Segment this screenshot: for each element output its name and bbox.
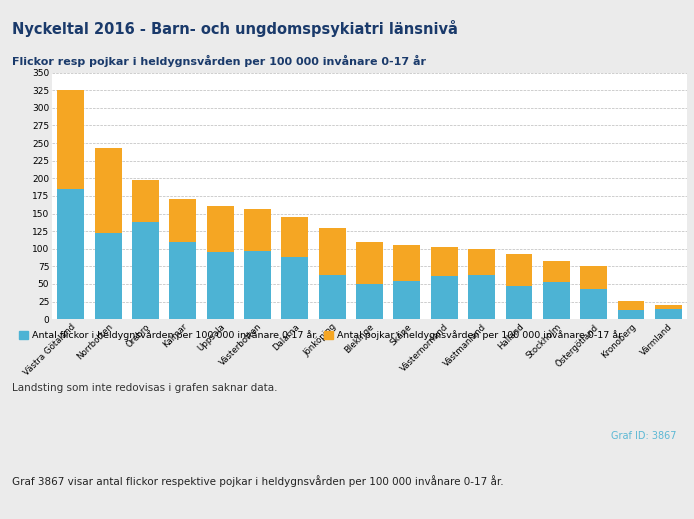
Bar — [58, 90, 84, 189]
Bar — [169, 242, 196, 319]
Bar — [580, 289, 607, 319]
Bar — [207, 252, 234, 319]
Bar — [468, 249, 495, 275]
Bar — [281, 217, 308, 257]
Bar — [132, 180, 159, 222]
Bar — [94, 233, 121, 319]
Legend: Antal flickor i heldygnsvården per 100 000 invånare 0-17 år, Antal pojkar i held: Antal flickor i heldygnsvården per 100 0… — [15, 326, 626, 344]
Text: Nyckeltal 2016 - Barn- och ungdomspsykiatri länsnivå: Nyckeltal 2016 - Barn- och ungdomspsykia… — [12, 20, 458, 37]
Text: Graf 3867 visar antal flickor respektive pojkar i heldygnsvården per 100 000 inv: Graf 3867 visar antal flickor respektive… — [12, 475, 504, 487]
Bar — [319, 228, 346, 275]
Bar — [244, 209, 271, 251]
Bar — [580, 266, 607, 289]
Bar — [431, 248, 458, 276]
Bar — [319, 275, 346, 319]
Bar — [543, 282, 570, 319]
Bar — [655, 309, 682, 319]
Text: Landsting som inte redovisas i grafen saknar data.: Landsting som inte redovisas i grafen sa… — [12, 383, 278, 393]
Text: Flickor resp pojkar i heldygnsvården per 100 000 invånare 0-17 år: Flickor resp pojkar i heldygnsvården per… — [12, 54, 427, 67]
Bar — [244, 251, 271, 319]
Bar — [132, 222, 159, 319]
Bar — [393, 281, 421, 319]
Bar — [356, 242, 383, 284]
Bar — [393, 244, 421, 281]
Bar — [431, 276, 458, 319]
Bar — [655, 305, 682, 309]
Bar — [58, 189, 84, 319]
Bar — [281, 257, 308, 319]
Bar — [618, 310, 645, 319]
Bar — [505, 286, 532, 319]
Text: Graf ID: 3867: Graf ID: 3867 — [611, 431, 677, 441]
Bar — [543, 261, 570, 282]
Bar — [207, 207, 234, 252]
Bar — [505, 254, 532, 286]
Bar — [94, 148, 121, 233]
Bar — [169, 199, 196, 242]
Bar — [356, 284, 383, 319]
Bar — [468, 275, 495, 319]
Bar — [618, 301, 645, 310]
